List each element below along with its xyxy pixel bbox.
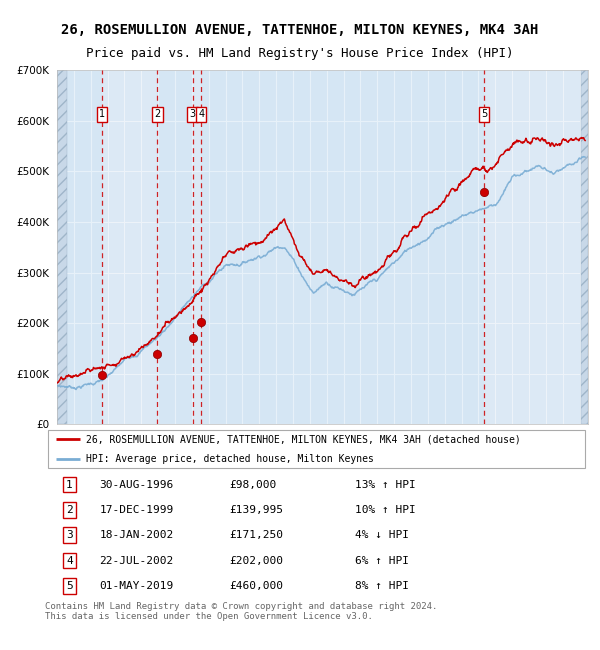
- Text: 30-AUG-1996: 30-AUG-1996: [100, 480, 173, 489]
- Bar: [102, 70, 157, 424]
- Text: 3: 3: [190, 109, 196, 120]
- Bar: [201, 70, 484, 424]
- Text: £202,000: £202,000: [230, 556, 284, 566]
- Text: Contains HM Land Registry data © Crown copyright and database right 2024.
This d: Contains HM Land Registry data © Crown c…: [45, 602, 437, 621]
- Text: 8% ↑ HPI: 8% ↑ HPI: [355, 581, 409, 591]
- Text: 2: 2: [66, 505, 73, 515]
- Text: 01-MAY-2019: 01-MAY-2019: [100, 581, 173, 591]
- Text: 2: 2: [154, 109, 161, 120]
- Bar: [57, 70, 67, 424]
- Text: 13% ↑ HPI: 13% ↑ HPI: [355, 480, 415, 489]
- Text: £139,995: £139,995: [230, 505, 284, 515]
- Text: 17-DEC-1999: 17-DEC-1999: [100, 505, 173, 515]
- Text: £460,000: £460,000: [230, 581, 284, 591]
- Bar: [484, 70, 581, 424]
- Text: 1: 1: [66, 480, 73, 489]
- Text: 4: 4: [198, 109, 204, 120]
- Text: 4% ↓ HPI: 4% ↓ HPI: [355, 530, 409, 540]
- Bar: [157, 70, 193, 424]
- Text: HPI: Average price, detached house, Milton Keynes: HPI: Average price, detached house, Milt…: [86, 454, 374, 463]
- Text: 22-JUL-2002: 22-JUL-2002: [100, 556, 173, 566]
- Bar: [67, 70, 102, 424]
- Text: 3: 3: [66, 530, 73, 540]
- Text: 18-JAN-2002: 18-JAN-2002: [100, 530, 173, 540]
- Text: 5: 5: [481, 109, 487, 120]
- FancyBboxPatch shape: [48, 430, 585, 468]
- Text: £98,000: £98,000: [230, 480, 277, 489]
- Bar: [57, 70, 67, 424]
- Text: 5: 5: [66, 581, 73, 591]
- Text: £171,250: £171,250: [230, 530, 284, 540]
- Bar: [581, 70, 588, 424]
- Text: 10% ↑ HPI: 10% ↑ HPI: [355, 505, 415, 515]
- Text: 6% ↑ HPI: 6% ↑ HPI: [355, 556, 409, 566]
- Text: 26, ROSEMULLION AVENUE, TATTENHOE, MILTON KEYNES, MK4 3AH (detached house): 26, ROSEMULLION AVENUE, TATTENHOE, MILTO…: [86, 434, 520, 444]
- Text: Price paid vs. HM Land Registry's House Price Index (HPI): Price paid vs. HM Land Registry's House …: [86, 47, 514, 60]
- Text: 4: 4: [66, 556, 73, 566]
- Bar: [581, 70, 588, 424]
- Text: 1: 1: [99, 109, 105, 120]
- Bar: [193, 70, 201, 424]
- Text: 26, ROSEMULLION AVENUE, TATTENHOE, MILTON KEYNES, MK4 3AH: 26, ROSEMULLION AVENUE, TATTENHOE, MILTO…: [61, 23, 539, 37]
